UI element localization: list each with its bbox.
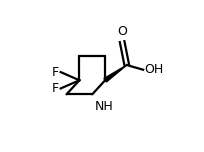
Text: O: O bbox=[117, 25, 127, 38]
Text: F: F bbox=[52, 66, 59, 79]
Polygon shape bbox=[104, 65, 127, 82]
Text: NH: NH bbox=[95, 100, 114, 113]
Text: F: F bbox=[52, 82, 59, 95]
Text: OH: OH bbox=[144, 63, 164, 76]
